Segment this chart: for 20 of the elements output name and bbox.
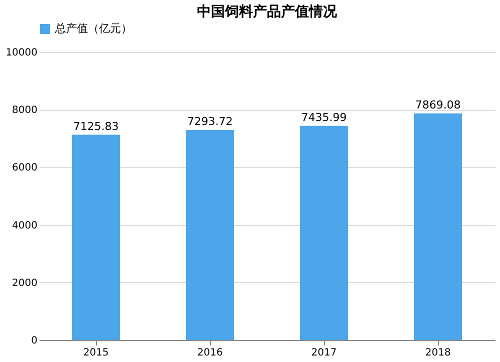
y-tick-label: 8000 <box>12 105 38 116</box>
chart-title: 中国饲料产品产值情况 <box>197 3 338 20</box>
x-tick-label: 2017 <box>311 348 337 358</box>
data-label: 7869.08 <box>415 98 461 112</box>
y-tick-label: 10000 <box>6 48 38 58</box>
bar <box>186 130 234 340</box>
data-label: 7293.72 <box>187 114 233 128</box>
bar <box>72 134 120 340</box>
data-label: 7125.83 <box>73 120 119 133</box>
x-tick-label: 2018 <box>425 348 451 358</box>
y-tick-label: 2000 <box>12 278 38 289</box>
data-label: 7435.99 <box>301 110 347 124</box>
y-tick-label: 4000 <box>12 220 38 232</box>
y-tick-label: 6000 <box>12 162 38 174</box>
x-tick-label: 2015 <box>83 348 109 358</box>
bar <box>414 113 462 340</box>
y-tick-label: 0 <box>31 336 38 346</box>
legend-label: 总产值（亿元） <box>54 22 132 35</box>
bar <box>300 126 348 340</box>
x-tick-label: 2016 <box>197 348 223 358</box>
